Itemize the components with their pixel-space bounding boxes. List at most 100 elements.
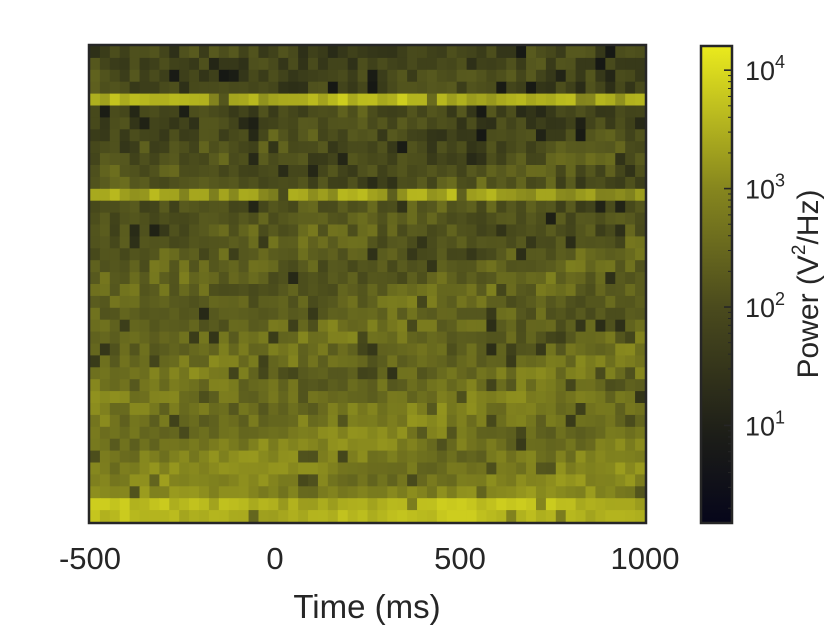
heatmap-cell [159, 331, 170, 345]
heatmap-cell [327, 426, 339, 440]
heatmap-cell [228, 319, 240, 333]
heatmap-cell [456, 57, 468, 71]
heatmap-cell [575, 117, 587, 130]
heatmap-cell [397, 188, 408, 202]
heatmap-cell [407, 414, 418, 428]
heatmap-cell [605, 117, 616, 130]
heatmap-cell [278, 414, 289, 428]
heatmap-cell [139, 272, 151, 285]
heatmap-cell [347, 200, 359, 214]
heatmap-cell [268, 57, 279, 71]
heatmap-cell [367, 379, 379, 392]
heatmap-cell [367, 414, 379, 428]
heatmap-cell [268, 46, 279, 59]
heatmap-cell [486, 260, 497, 273]
heatmap-cell [456, 188, 468, 202]
heatmap-cell [516, 188, 527, 202]
heatmap-cell [367, 319, 379, 333]
heatmap-cell [466, 438, 478, 452]
heatmap-cell [426, 188, 438, 202]
heatmap-cell [99, 93, 111, 107]
heatmap-cell [327, 367, 339, 380]
heatmap-cell [199, 176, 210, 190]
heatmap-cell [99, 81, 111, 95]
heatmap-cell [337, 498, 349, 511]
heatmap-cell [109, 498, 121, 511]
heatmap-cell [466, 212, 478, 226]
heatmap-cell [397, 498, 408, 511]
heatmap-cell [357, 438, 369, 452]
heatmap-cell [199, 391, 210, 404]
heatmap-cell [347, 343, 359, 356]
heatmap-cell [317, 367, 329, 380]
heatmap-cell [466, 188, 478, 202]
heatmap-cell [189, 129, 200, 142]
heatmap-cell [476, 307, 488, 321]
heatmap-cell [308, 462, 319, 475]
heatmap-cell [377, 153, 388, 166]
heatmap-cell [218, 93, 230, 107]
heatmap-cell [486, 69, 497, 83]
heatmap-cell [605, 57, 616, 71]
heatmap-cell [466, 319, 478, 333]
heatmap-cell [397, 307, 408, 321]
heatmap-cell [179, 212, 190, 226]
heatmap-cell [387, 450, 398, 464]
heatmap-cell [99, 510, 111, 523]
heatmap-cell [99, 307, 111, 321]
heatmap-cell [149, 295, 160, 309]
heatmap-cell [565, 319, 577, 333]
heatmap-cell [615, 188, 626, 202]
heatmap-cell [635, 260, 646, 273]
heatmap-cell [317, 391, 329, 404]
heatmap-cell [179, 367, 190, 380]
heatmap-cell [615, 46, 626, 59]
heatmap-cell [109, 165, 121, 178]
heatmap-cell [545, 248, 557, 261]
heatmap-cell [327, 93, 339, 107]
heatmap-cell [466, 426, 478, 440]
heatmap-cell [238, 450, 250, 464]
heatmap-cell [516, 46, 527, 59]
heatmap-cell [90, 93, 101, 107]
x-tick-label: 0 [266, 541, 283, 576]
heatmap-cell [179, 46, 190, 59]
heatmap-cell [169, 224, 180, 237]
heatmap-cell [119, 46, 131, 59]
heatmap-cell [199, 295, 210, 309]
heatmap-cell [288, 224, 299, 237]
heatmap-cell [347, 141, 359, 154]
heatmap-cell [545, 391, 557, 404]
heatmap-cell [228, 224, 240, 237]
heatmap-cell [208, 153, 220, 166]
heatmap-cell [208, 129, 220, 142]
heatmap-cell [506, 236, 517, 249]
heatmap-cell [298, 224, 309, 237]
heatmap-cell [337, 295, 349, 309]
heatmap-cell [218, 438, 230, 452]
heatmap-cell [535, 498, 547, 511]
heatmap-cell [308, 319, 319, 333]
heatmap-cell [228, 284, 240, 297]
heatmap-cell [426, 414, 438, 428]
heatmap-cell [417, 260, 428, 273]
heatmap-cell [149, 426, 160, 440]
heatmap-cell [317, 260, 329, 273]
heatmap-cell [545, 46, 557, 59]
heatmap-cell [625, 93, 636, 107]
heatmap-cell [635, 295, 646, 309]
heatmap-cell [357, 105, 369, 118]
heatmap-cell [486, 295, 497, 309]
x-tick-label: 1000 [611, 541, 680, 576]
heatmap-cell [506, 81, 517, 95]
heatmap-cell [456, 426, 468, 440]
heatmap-cell [387, 176, 398, 190]
heatmap-cell [526, 379, 537, 392]
heatmap-cell [90, 81, 101, 95]
heatmap-cell [268, 319, 279, 333]
heatmap-cell [595, 153, 606, 166]
heatmap-cell [486, 165, 497, 178]
heatmap-cell [308, 295, 319, 309]
heatmap-cell [238, 284, 250, 297]
heatmap-cell [129, 295, 141, 309]
